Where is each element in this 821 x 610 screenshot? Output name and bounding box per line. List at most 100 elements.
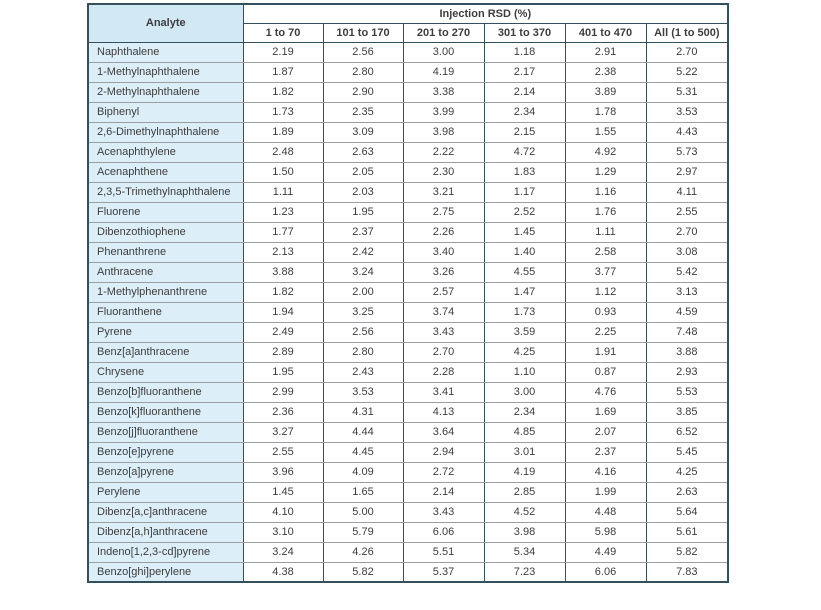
value-cell: 4.38: [242, 561, 324, 583]
table-row: Dibenzothiophene 1.77 2.37 2.26 1.45 1.11 2.70: [87, 221, 729, 243]
range-header-201-to-270: 201 to 270: [402, 22, 485, 43]
table-row: Phenanthrene 2.13 2.42 3.40 1.40 2.58 3.08: [87, 241, 729, 263]
value-cell: 3.77: [564, 261, 647, 283]
table-row: Pyrene 2.49 2.56 3.43 3.59 2.25 7.48: [87, 321, 729, 343]
value-cell: 3.43: [402, 501, 485, 523]
analyte-cell: Acenaphthylene: [87, 141, 244, 163]
analyte-cell: 1-Methylphenanthrene: [87, 281, 244, 303]
value-cell: 4.16: [564, 461, 647, 483]
value-cell: 1.65: [322, 481, 404, 503]
value-cell: 1.40: [483, 241, 566, 263]
value-cell: 3.08: [645, 241, 729, 263]
table-row: Indeno[1,2,3-cd]pyrene 3.24 4.26 5.51 5.34 4.…: [87, 541, 729, 563]
analyte-cell: 1-Methylnaphthalene: [87, 61, 244, 83]
value-cell: 2.94: [402, 441, 485, 463]
value-cell: 3.21: [402, 181, 485, 203]
table-row: Fluorene 1.23 1.95 2.75 2.52 1.76 2.55: [87, 201, 729, 223]
table-row: Dibenz[a,c]anthracene 4.10 5.00 3.43 4.52 4.4…: [87, 501, 729, 523]
table-row: Benzo[b]fluoranthene 2.99 3.53 3.41 3.00 4.76…: [87, 381, 729, 403]
value-cell: 2.55: [645, 201, 729, 223]
value-cell: 4.11: [645, 181, 729, 203]
table-row: Naphthalene 2.19 2.56 3.00 1.18 2.91 2.70: [87, 41, 729, 63]
value-cell: 2.99: [242, 381, 324, 403]
value-cell: 4.76: [564, 381, 647, 403]
value-cell: 1.18: [483, 41, 566, 63]
range-header-401-to-470: 401 to 470: [564, 22, 647, 43]
value-cell: 3.41: [402, 381, 485, 403]
value-cell: 4.85: [483, 421, 566, 443]
value-cell: 3.27: [242, 421, 324, 443]
value-cell: 2.56: [322, 321, 404, 343]
value-cell: 4.31: [322, 401, 404, 423]
value-cell: 1.82: [242, 281, 324, 303]
value-cell: 1.23: [242, 201, 324, 223]
value-cell: 5.42: [645, 261, 729, 283]
value-cell: 1.94: [242, 301, 324, 323]
table-row: 2-Methylnaphthalene 1.82 2.90 3.38 2.14 3.89 5…: [87, 81, 729, 103]
table-row: 1-Methylnaphthalene 1.87 2.80 4.19 2.17 2.38 5…: [87, 61, 729, 83]
value-cell: 5.82: [322, 561, 404, 583]
value-cell: 4.55: [483, 261, 566, 283]
value-cell: 2.97: [645, 161, 729, 183]
value-cell: 2.13: [242, 241, 324, 263]
value-cell: 4.19: [402, 61, 485, 83]
value-cell: 4.45: [322, 441, 404, 463]
value-cell: 2.43: [322, 361, 404, 383]
value-cell: 3.64: [402, 421, 485, 443]
value-cell: 3.53: [645, 101, 729, 123]
value-cell: 5.73: [645, 141, 729, 163]
value-cell: 5.51: [402, 541, 485, 563]
table-row: Fluoranthene 1.94 3.25 3.74 1.73 0.93 4.59: [87, 301, 729, 323]
value-cell: 2.75: [402, 201, 485, 223]
value-cell: 7.83: [645, 561, 729, 583]
value-cell: 4.59: [645, 301, 729, 323]
value-cell: 4.25: [645, 461, 729, 483]
value-cell: 2.14: [402, 481, 485, 503]
value-cell: 2.14: [483, 81, 566, 103]
value-cell: 5.53: [645, 381, 729, 403]
value-cell: 2.22: [402, 141, 485, 163]
analyte-cell: Dibenzothiophene: [87, 221, 244, 243]
analyte-cell: 2-Methylnaphthalene: [87, 81, 244, 103]
table-row: Benzo[j]fluoranthene 3.27 4.44 3.64 4.85 2.07…: [87, 421, 729, 443]
value-cell: 1.17: [483, 181, 566, 203]
analyte-cell: Phenanthrene: [87, 241, 244, 263]
analyte-cell: Benzo[b]fluoranthene: [87, 381, 244, 403]
value-cell: 1.11: [564, 221, 647, 243]
value-cell: 6.52: [645, 421, 729, 443]
value-cell: 4.10: [242, 501, 324, 523]
value-cell: 3.99: [402, 101, 485, 123]
value-cell: 3.43: [402, 321, 485, 343]
value-cell: 2.91: [564, 41, 647, 63]
value-cell: 4.49: [564, 541, 647, 563]
value-cell: 5.98: [564, 521, 647, 543]
value-cell: 1.73: [242, 101, 324, 123]
value-cell: 1.87: [242, 61, 324, 83]
value-cell: 5.00: [322, 501, 404, 523]
range-header-101-to-170: 101 to 170: [322, 22, 404, 43]
value-cell: 2.28: [402, 361, 485, 383]
value-cell: 3.25: [322, 301, 404, 323]
value-cell: 3.88: [242, 261, 324, 283]
value-cell: 4.52: [483, 501, 566, 523]
table-row: Benz[a]anthracene 2.89 2.80 2.70 4.25 1.91 3.8…: [87, 341, 729, 363]
value-cell: 5.82: [645, 541, 729, 563]
value-cell: 3.74: [402, 301, 485, 323]
analyte-cell: Benzo[j]fluoranthene: [87, 421, 244, 443]
analyte-cell: Acenaphthene: [87, 161, 244, 183]
value-cell: 1.77: [242, 221, 324, 243]
value-cell: 2.25: [564, 321, 647, 343]
table-row: Acenaphthylene 2.48 2.63 2.22 4.72 4.92 5.73: [87, 141, 729, 163]
injection-rsd-table: Analyte Injection RSD (%) 1 to 70 101 to…: [87, 3, 730, 583]
value-cell: 4.13: [402, 401, 485, 423]
value-cell: 2.26: [402, 221, 485, 243]
value-cell: 2.80: [322, 341, 404, 363]
analyte-cell: Dibenz[a,h]anthracene: [87, 521, 244, 543]
value-cell: 2.15: [483, 121, 566, 143]
analyte-cell: Perylene: [87, 481, 244, 503]
value-cell: 2.70: [645, 41, 729, 63]
value-cell: 1.55: [564, 121, 647, 143]
value-cell: 6.06: [564, 561, 647, 583]
analyte-cell: Benzo[k]fluoranthene: [87, 401, 244, 423]
value-cell: 1.82: [242, 81, 324, 103]
